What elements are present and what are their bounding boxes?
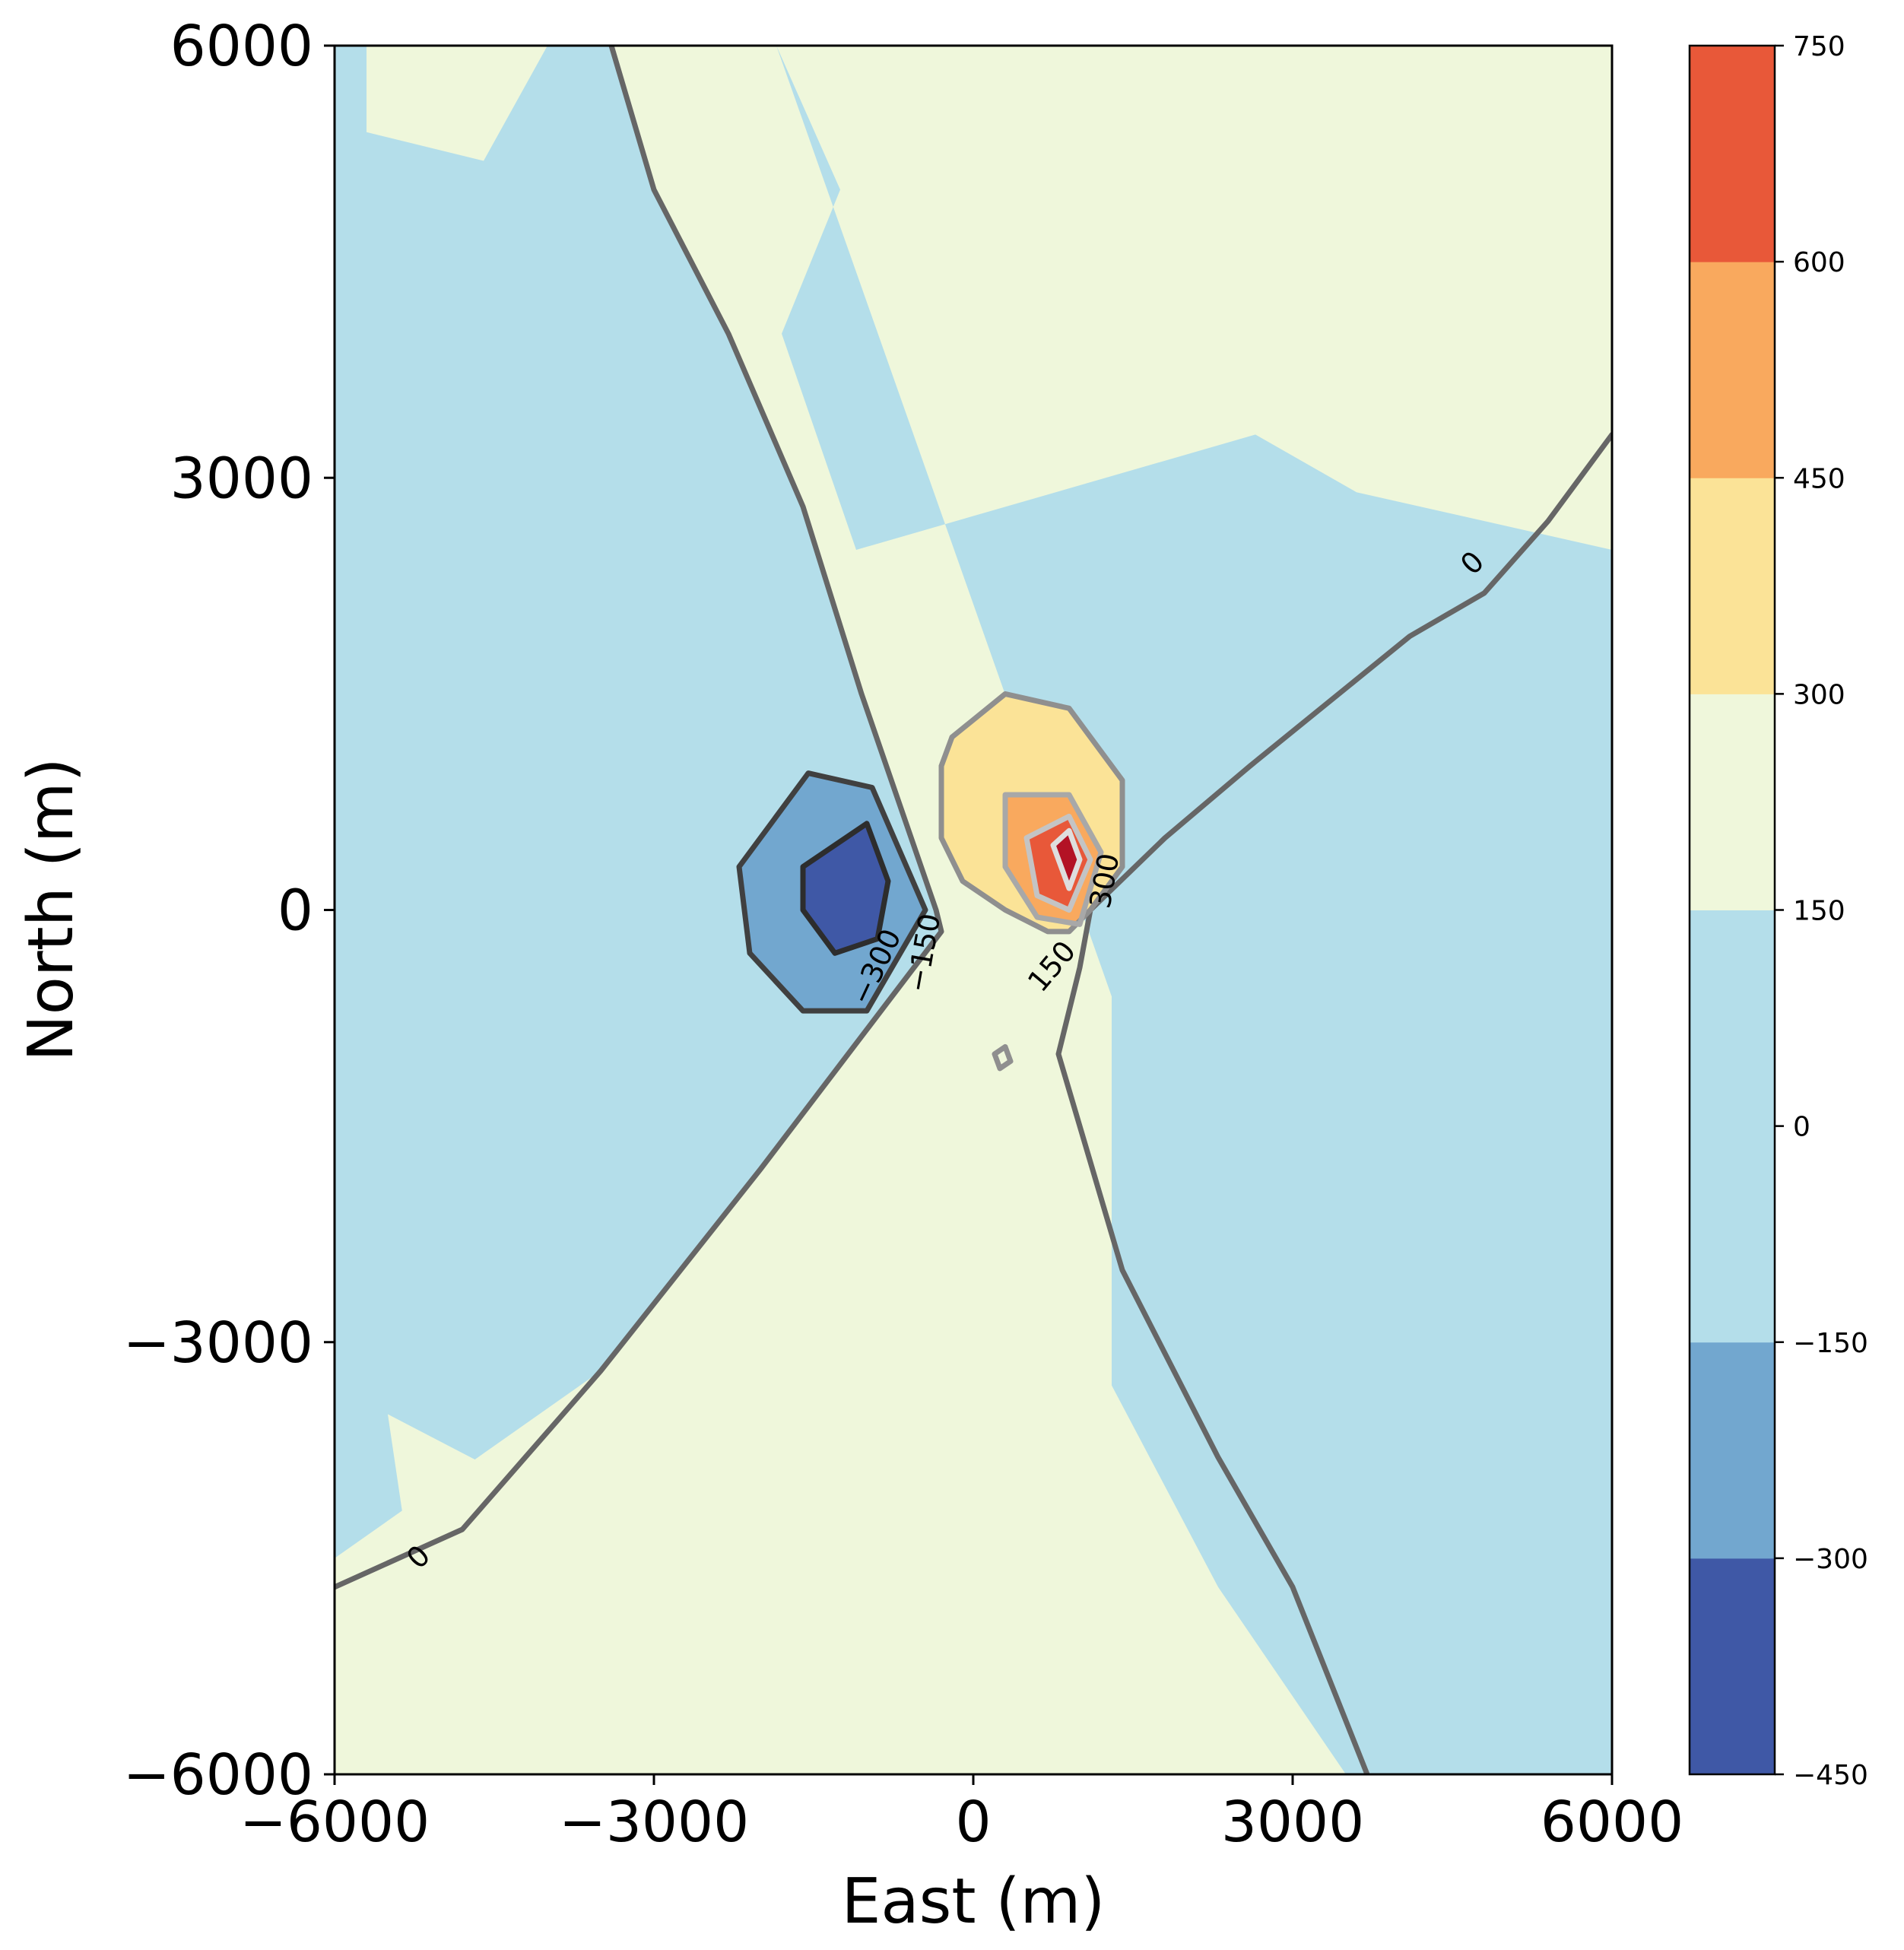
x-tick-label-0: −6000 (240, 1790, 430, 1855)
colorbar-tick-label-4: 150 (1793, 896, 1845, 927)
contour-region-1 (776, 46, 1612, 1774)
contour-line-2 (736, 770, 928, 1014)
y-tick-label-1: −3000 (123, 1310, 313, 1376)
contour-line-3 (800, 821, 891, 956)
x-tick-label-4: 6000 (1541, 1790, 1683, 1855)
y-axis: −6000 −3000 0 3000 6000 (123, 14, 335, 1808)
colorbar-segment-5 (1690, 478, 1775, 694)
colorbar-segment-6 (1690, 262, 1775, 478)
colorbar-segments (1690, 46, 1775, 1775)
colorbar-segment-2 (1690, 1126, 1775, 1343)
colorbar-tick-label-3: 0 (1793, 1112, 1810, 1143)
colorbar-tick-label-0: −450 (1793, 1760, 1868, 1791)
colorbar-segment-4 (1690, 694, 1775, 910)
y-axis-label: North (m) (15, 757, 87, 1061)
colorbar-tick-label-6: 450 (1793, 463, 1845, 494)
contour-region-8 (803, 823, 888, 954)
colorbar-tick-label-8: 750 (1793, 31, 1845, 62)
colorbar-tick-label-1: −300 (1793, 1544, 1868, 1575)
x-axis: −6000 −3000 0 3000 6000 (240, 1774, 1683, 1855)
contour-region-0 (335, 46, 941, 1558)
contour-region-5 (622, 1572, 909, 1774)
contour-region-2 (367, 46, 547, 161)
contour-line-6 (1023, 813, 1093, 913)
contour-line-7 (1050, 827, 1083, 891)
colorbar-segment-1 (1690, 1342, 1775, 1559)
x-tick-label-2: 0 (955, 1790, 991, 1855)
contour-region-3 (1537, 46, 1612, 60)
x-axis-label: East (m) (842, 1866, 1106, 1938)
x-tick-label-1: −3000 (559, 1790, 749, 1855)
y-tick-label-2: 0 (278, 878, 313, 944)
colorbar-segment-0 (1690, 1558, 1775, 1775)
contour-line-8 (992, 1043, 1014, 1072)
colorbar-tick-label-7: 600 (1793, 247, 1845, 278)
contour-line-0 (335, 46, 944, 1590)
y-tick-label-0: −6000 (123, 1742, 313, 1808)
colorbar-tick-label-5: 300 (1793, 679, 1845, 710)
contour-line-4 (938, 691, 1125, 935)
contour-region-6 (1090, 1543, 1207, 1774)
contour-lines (335, 46, 1612, 1774)
colorbar-segment-3 (1690, 910, 1775, 1127)
colorbar-segment-7 (1690, 46, 1775, 262)
y-tick-label-4: 6000 (170, 14, 313, 79)
x-tick-label-3: 3000 (1221, 1790, 1364, 1855)
colorbar-tick-label-2: −150 (1793, 1328, 1868, 1359)
colorbar: −450 −300 −150 0 150 300 450 600 750 (1688, 31, 1868, 1791)
contour-region-4 (388, 1414, 537, 1774)
filled-contour-regions (335, 46, 1612, 1774)
contour-line-5 (1002, 792, 1104, 927)
y-tick-label-3: 3000 (170, 446, 313, 511)
colorbar-ticks: −450 −300 −150 0 150 300 450 600 750 (1775, 31, 1868, 1791)
